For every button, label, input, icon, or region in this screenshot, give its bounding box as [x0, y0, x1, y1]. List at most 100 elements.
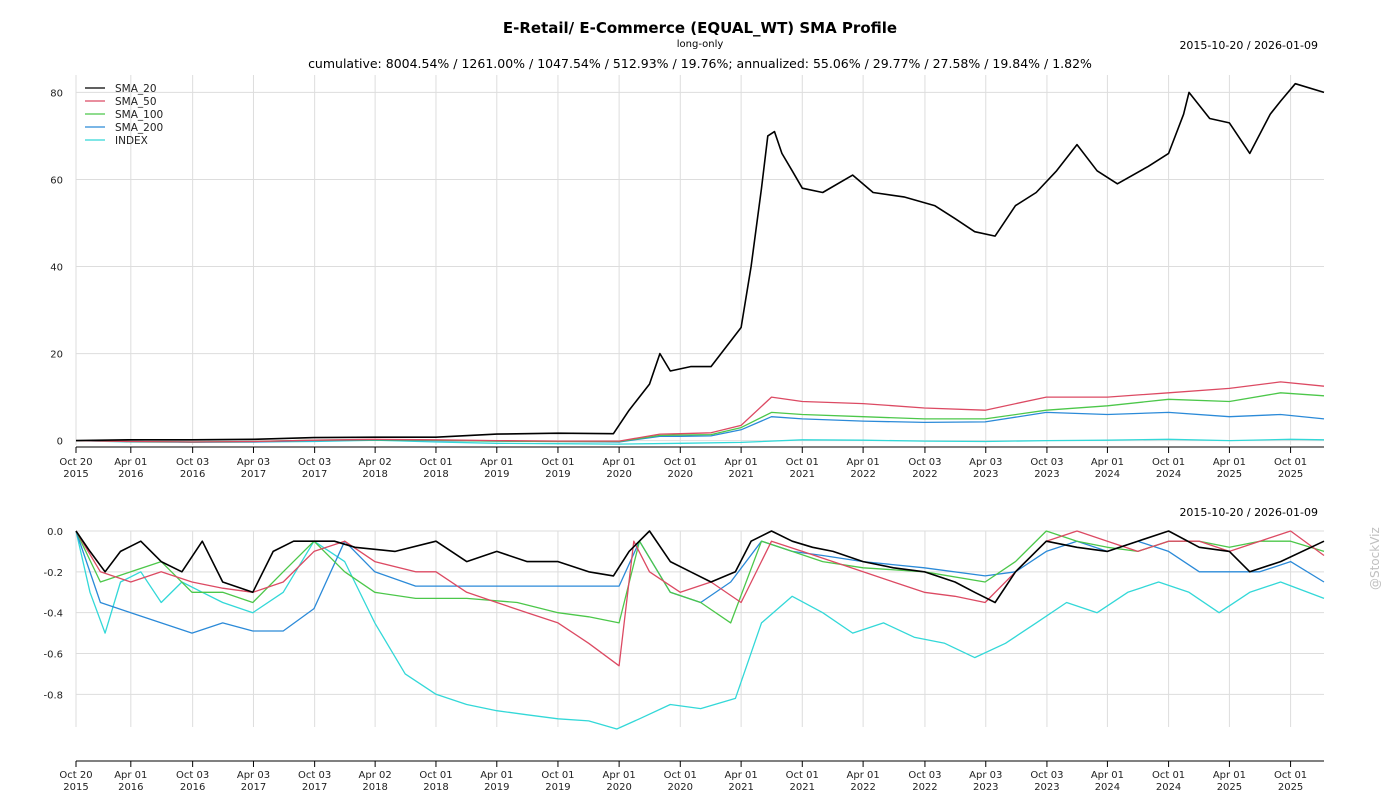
top-xtick-year: 2024 [1156, 469, 1181, 480]
top-xtick-label: Oct 01 [541, 457, 574, 468]
legend-label-sma-20: SMA_20 [115, 83, 157, 95]
bottom-xtick-year: 2023 [1034, 782, 1059, 793]
bottom-xtick-year: 2017 [302, 782, 327, 793]
top-series-sma-200 [75, 411, 1325, 443]
top-xtick-label: Oct 03 [298, 457, 331, 468]
bottom-xtick-year: 2015 [63, 782, 88, 793]
top-series-sma-100 [75, 392, 1325, 443]
top-xtick-label: Apr 02 [359, 457, 392, 468]
top-xtick-label: Oct 03 [908, 457, 941, 468]
top-xtick-label: Oct 01 [786, 457, 819, 468]
top-xtick-label: Oct 03 [176, 457, 209, 468]
bottom-xtick-year: 2022 [912, 782, 937, 793]
bottom-xtick-label: Apr 03 [237, 770, 270, 781]
bottom-xtick-label: Apr 01 [1091, 770, 1124, 781]
bottom-xtick-year: 2020 [606, 782, 631, 793]
bottom-xtick-label: Apr 01 [1213, 770, 1246, 781]
top-xtick-label: Apr 03 [237, 457, 270, 468]
date-range-bottom: 2015-10-20 / 2026-01-09 [1179, 506, 1318, 519]
top-xtick-label: Oct 20 [59, 457, 92, 468]
bottom-ytick-label: -0.6 [43, 650, 63, 661]
top-xtick-label: Oct 01 [1274, 457, 1307, 468]
top-ytick-label: 40 [50, 263, 63, 274]
bottom-xtick-year: 2021 [790, 782, 815, 793]
top-ytick-label: 0 [57, 437, 63, 448]
date-range-top: 2015-10-20 / 2026-01-09 [1179, 39, 1318, 52]
top-xtick-label: Apr 01 [847, 457, 880, 468]
top-xtick-year: 2017 [241, 469, 266, 480]
bottom-xtick-year: 2019 [545, 782, 570, 793]
top-xtick-year: 2019 [545, 469, 570, 480]
top-xtick-label: Oct 03 [1030, 457, 1063, 468]
top-xtick-year: 2018 [362, 469, 387, 480]
bottom-series-index [75, 530, 1325, 730]
top-xtick-year: 2020 [606, 469, 631, 480]
top-xtick-year: 2018 [423, 469, 448, 480]
bottom-xtick-year: 2024 [1156, 782, 1181, 793]
top-xtick-label: Apr 01 [1091, 457, 1124, 468]
bottom-xtick-label: Apr 01 [603, 770, 636, 781]
bottom-xtick-label: Oct 01 [1274, 770, 1307, 781]
top-xtick-year: 2016 [118, 469, 143, 480]
bottom-xtick-label: Oct 01 [1152, 770, 1185, 781]
top-xtick-year: 2015 [63, 469, 88, 480]
bottom-xtick-label: Oct 01 [541, 770, 574, 781]
bottom-xtick-year: 2023 [973, 782, 998, 793]
top-xtick-label: Apr 01 [114, 457, 147, 468]
top-xtick-year: 2020 [668, 469, 693, 480]
legend-label-index: INDEX [115, 135, 148, 147]
bottom-xtick-year: 2017 [241, 782, 266, 793]
bottom-xtick-label: Oct 20 [59, 770, 92, 781]
bottom-series-sma-200 [75, 530, 1325, 634]
bottom-xtick-year: 2020 [668, 782, 693, 793]
top-xtick-year: 2023 [973, 469, 998, 480]
bottom-series-sma-20 [75, 530, 1325, 604]
bottom-xtick-label: Apr 01 [847, 770, 880, 781]
bottom-xtick-label: Oct 03 [176, 770, 209, 781]
top-series-sma-50 [75, 381, 1325, 443]
bottom-xtick-label: Apr 02 [359, 770, 392, 781]
legend-label-sma-200: SMA_200 [115, 122, 163, 134]
bottom-xtick-label: Oct 01 [786, 770, 819, 781]
bottom-xtick-label: Oct 01 [419, 770, 452, 781]
top-xtick-year: 2023 [1034, 469, 1059, 480]
bottom-ytick-label: -0.2 [43, 568, 63, 579]
legend-label-sma-50: SMA_50 [115, 96, 157, 108]
bottom-ytick-label: -0.4 [43, 609, 63, 620]
bottom-xtick-year: 2024 [1095, 782, 1120, 793]
top-xtick-year: 2021 [790, 469, 815, 480]
top-xtick-label: Apr 01 [480, 457, 513, 468]
top-xtick-label: Apr 01 [725, 457, 758, 468]
top-series-sma-20 [75, 82, 1325, 442]
bottom-xtick-year: 2025 [1278, 782, 1303, 793]
top-ytick-label: 20 [50, 350, 63, 361]
bottom-xtick-label: Apr 01 [480, 770, 513, 781]
bottom-xtick-year: 2018 [423, 782, 448, 793]
top-xtick-label: Oct 01 [664, 457, 697, 468]
top-xtick-year: 2021 [728, 469, 753, 480]
bottom-xtick-label: Oct 03 [1030, 770, 1063, 781]
bottom-xtick-year: 2025 [1217, 782, 1242, 793]
top-xtick-year: 2017 [302, 469, 327, 480]
bottom-xtick-year: 2022 [850, 782, 875, 793]
bottom-xtick-year: 2016 [180, 782, 205, 793]
bottom-xtick-year: 2019 [484, 782, 509, 793]
bottom-ytick-label: -0.8 [43, 690, 63, 701]
bottom-xtick-label: Oct 03 [298, 770, 331, 781]
top-xtick-year: 2016 [180, 469, 205, 480]
legend-label-sma-100: SMA_100 [115, 109, 163, 121]
bottom-series-sma-50 [75, 530, 1325, 667]
bottom-xtick-label: Oct 01 [664, 770, 697, 781]
bottom-xtick-label: Apr 01 [725, 770, 758, 781]
top-xtick-label: Oct 01 [419, 457, 452, 468]
performance-summary: cumulative: 8004.54% / 1261.00% / 1047.5… [308, 56, 1092, 71]
chart-title: E-Retail/ E-Commerce (EQUAL_WT) SMA Prof… [502, 19, 898, 37]
top-xtick-year: 2022 [850, 469, 875, 480]
bottom-xtick-year: 2016 [118, 782, 143, 793]
top-ytick-label: 60 [50, 175, 63, 186]
top-xtick-label: Apr 03 [969, 457, 1002, 468]
